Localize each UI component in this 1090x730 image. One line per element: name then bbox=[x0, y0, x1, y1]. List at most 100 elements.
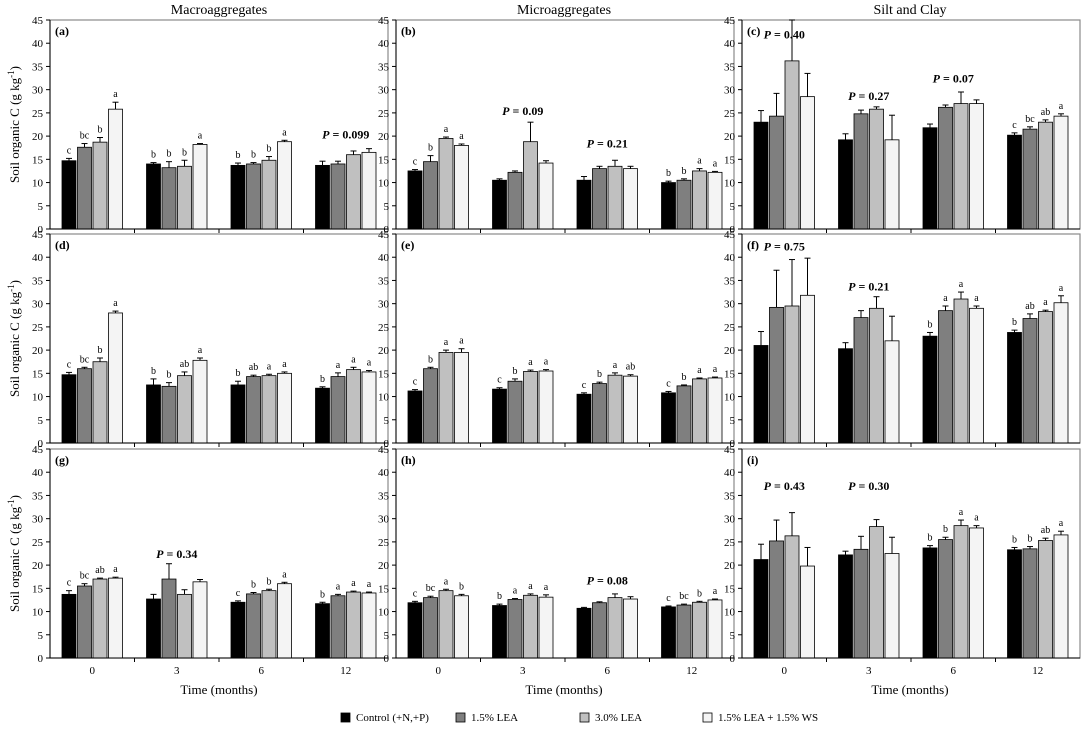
y-tick-label: 45 bbox=[378, 444, 390, 456]
bar bbox=[507, 380, 523, 444]
bar bbox=[246, 376, 261, 444]
bar bbox=[922, 547, 938, 659]
bar bbox=[361, 151, 377, 230]
bar bbox=[1053, 302, 1069, 444]
y-tick-label: 40 bbox=[724, 38, 736, 50]
significance-letter: b bbox=[151, 150, 156, 161]
p-value-annotation: P = 0.099 bbox=[322, 127, 369, 141]
bar bbox=[753, 345, 769, 444]
y-tick-label: 20 bbox=[32, 560, 44, 572]
y-tick-label: 45 bbox=[32, 444, 44, 456]
bar bbox=[953, 103, 969, 230]
y-tick-label: 25 bbox=[32, 537, 44, 549]
bar bbox=[423, 597, 438, 659]
bar bbox=[523, 594, 538, 659]
bar bbox=[246, 163, 261, 230]
significance-letter: a bbox=[513, 586, 518, 597]
y-tick-label: 5 bbox=[730, 201, 736, 213]
significance-letter: a bbox=[336, 581, 341, 592]
y-tick-label: 45 bbox=[724, 229, 736, 241]
bar bbox=[146, 163, 161, 230]
y-tick-label: 35 bbox=[32, 490, 44, 502]
p-value-annotation: P = 0.27 bbox=[848, 89, 889, 103]
bar bbox=[607, 374, 623, 444]
bar bbox=[1007, 134, 1022, 230]
y-tick-label: 0 bbox=[38, 224, 44, 236]
bar bbox=[92, 141, 108, 230]
bar bbox=[853, 548, 869, 659]
bar bbox=[607, 165, 623, 230]
significance-letter: a bbox=[282, 127, 287, 138]
bar bbox=[230, 164, 246, 230]
y-tick-label: 0 bbox=[384, 653, 390, 665]
bar bbox=[146, 384, 161, 444]
y-tick-label: 5 bbox=[38, 415, 44, 427]
significance-letter: c bbox=[666, 593, 671, 604]
bar bbox=[784, 535, 800, 659]
significance-letter: ab bbox=[626, 362, 635, 373]
y-tick-label: 30 bbox=[724, 299, 736, 311]
bar bbox=[538, 596, 554, 659]
y-tick-label: 35 bbox=[32, 61, 44, 73]
significance-letter: a bbox=[198, 131, 203, 142]
significance-letter: bc bbox=[679, 591, 689, 602]
bar bbox=[784, 60, 800, 230]
bar bbox=[1053, 534, 1069, 659]
x-axis-label-col1: Time (months) bbox=[180, 682, 257, 697]
y-tick-label: 0 bbox=[730, 653, 736, 665]
y-tick-label: 35 bbox=[32, 275, 44, 287]
y-tick-label: 0 bbox=[38, 653, 44, 665]
y-tick-label: 40 bbox=[378, 467, 390, 479]
bar bbox=[938, 106, 953, 230]
y-tick-label: 25 bbox=[724, 108, 736, 120]
y-tick-label: 10 bbox=[378, 178, 390, 190]
y-tick-label: 40 bbox=[32, 38, 44, 50]
significance-letter: a bbox=[959, 507, 964, 518]
legend-swatch bbox=[455, 712, 466, 723]
bar bbox=[277, 141, 292, 230]
significance-letter: c bbox=[1012, 120, 1017, 131]
bar bbox=[177, 593, 192, 659]
bar bbox=[230, 601, 246, 659]
p-value-annotation: P = 0.75 bbox=[764, 239, 805, 253]
significance-letter: a bbox=[1059, 283, 1064, 294]
y-tick-label: 20 bbox=[32, 345, 44, 357]
y-tick-label: 10 bbox=[32, 392, 44, 404]
x-axis-label-col2: Time (months) bbox=[525, 682, 602, 697]
significance-letter: c bbox=[582, 380, 587, 391]
significance-letter: bc bbox=[426, 583, 436, 594]
x-axis-label-col3: Time (months) bbox=[871, 682, 948, 697]
y-tick-label: 40 bbox=[378, 252, 390, 264]
legend-swatch bbox=[579, 712, 590, 723]
column-titles: Macroaggregates Microaggregates Silt and… bbox=[171, 3, 947, 18]
bar bbox=[277, 372, 292, 444]
significance-letter: b bbox=[320, 589, 325, 600]
y-axis-labels: Soil organic C (g kg-1) Soil organic C (g… bbox=[6, 66, 22, 612]
bar bbox=[707, 599, 723, 659]
bar bbox=[438, 590, 454, 659]
bar bbox=[922, 127, 938, 230]
significance-letter: b bbox=[697, 588, 702, 599]
bar bbox=[407, 170, 423, 230]
bar bbox=[315, 603, 330, 659]
panel-label: (c) bbox=[747, 24, 760, 38]
y-tick-label: 5 bbox=[38, 630, 44, 642]
y-tick-label: 45 bbox=[724, 15, 736, 27]
x-tick-label: 6 bbox=[951, 665, 957, 677]
bar bbox=[969, 307, 984, 444]
bar bbox=[676, 604, 692, 659]
significance-letter: b bbox=[682, 166, 687, 177]
significance-letter: a bbox=[1043, 297, 1048, 308]
significance-letter: a bbox=[113, 298, 118, 309]
x-tick-label: 3 bbox=[866, 665, 872, 677]
bar bbox=[261, 590, 277, 659]
bar bbox=[192, 581, 208, 659]
x-tick-label: 6 bbox=[605, 665, 611, 677]
y-tick-label: 40 bbox=[32, 252, 44, 264]
x-tick-label: 12 bbox=[686, 665, 697, 677]
panel-label: (i) bbox=[747, 453, 758, 467]
